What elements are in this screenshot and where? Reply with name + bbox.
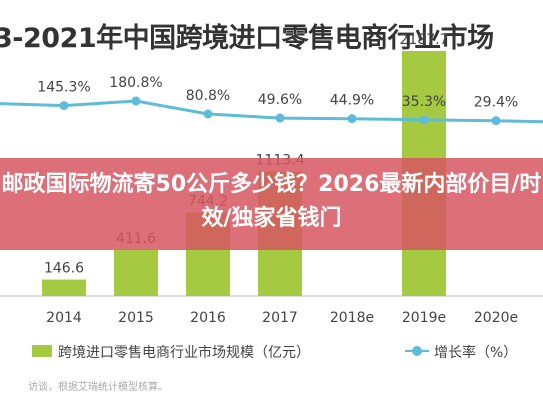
chart-legend: 跨境进口零售电商行业市场规模（亿元） 增长率（%） (0, 336, 543, 366)
bar-label-2019e: 2187.7 (400, 32, 449, 48)
legend-bar-label: 跨境进口零售电商行业市场规模（亿元） (58, 345, 310, 361)
bar-label-2014: 146.6 (44, 261, 84, 277)
growth-point-2015 (131, 96, 141, 106)
bar-2014 (42, 279, 86, 296)
source-note: 访谈，根据艾瑞统计模型核算。 (28, 382, 168, 393)
overlay-banner[interactable]: 邮政国际物流寄50公斤多少钱？2026最新内部价目/时效/独家省钱门 (0, 158, 543, 250)
growth-label-2015: 180.8% (109, 75, 162, 91)
x-tick-2020e: 2020e (474, 310, 518, 326)
x-tick-2014: 2014 (46, 310, 82, 326)
legend-line-dot (412, 346, 422, 356)
growth-label-2017: 49.6% (258, 92, 302, 108)
growth-point-2020e (491, 116, 501, 126)
growth-label-2016: 80.8% (186, 88, 230, 104)
x-tick-2017: 2017 (262, 310, 298, 326)
chart-title: 3-2021年中国跨境进口零售电商行业市场 (0, 23, 494, 54)
growth-label-2018e: 44.9% (330, 93, 374, 109)
growth-label-2019e: 35.3% (402, 94, 446, 110)
growth-point-2019e (419, 115, 429, 125)
growth-point-2017 (275, 113, 285, 123)
legend-line-label: 增长率（%） (434, 345, 518, 361)
x-tick-2015: 2015 (118, 310, 154, 326)
growth-point-2018e (347, 114, 357, 124)
x-tick-2019e: 2019e (402, 310, 446, 326)
growth-label-2020e: 29.4% (474, 95, 518, 111)
x-tick-2016: 2016 (190, 310, 226, 326)
growth-point-2016 (203, 109, 213, 119)
growth-label-2014: 145.3% (37, 80, 90, 96)
growth-point-2014 (59, 101, 69, 111)
x-tick-2018e: 2018e (330, 310, 374, 326)
banner-text: 邮政国际物流寄50公斤多少钱？2026最新内部价目/时效/独家省钱门 (1, 172, 542, 231)
bar-2015 (114, 249, 158, 296)
legend-bar-swatch (32, 345, 52, 357)
